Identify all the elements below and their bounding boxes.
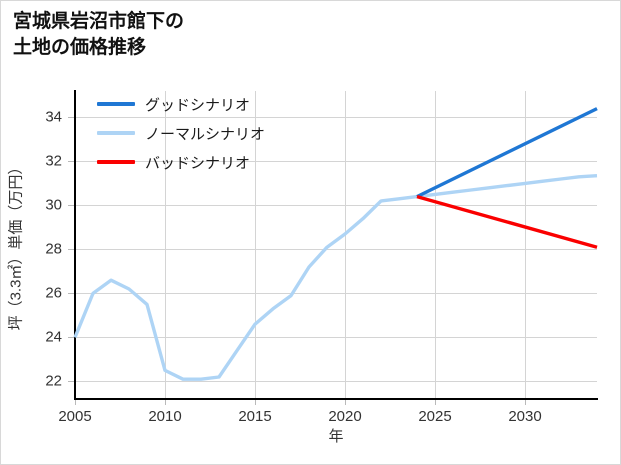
legend-swatch-icon xyxy=(97,102,135,106)
x-tick-mark xyxy=(75,400,76,405)
y-tick-label: 26 xyxy=(45,284,62,302)
gridline-horizontal xyxy=(75,117,597,119)
y-tick-label: 30 xyxy=(45,196,62,214)
legend-label: バッドシナリオ xyxy=(145,154,251,172)
y-tick-label: 22 xyxy=(45,372,62,390)
legend-item[interactable]: グッドシナリオ xyxy=(97,96,265,114)
plot-background xyxy=(75,91,597,399)
legend-item[interactable]: ノーマルシナリオ xyxy=(97,125,266,143)
gridline-vertical xyxy=(435,91,436,399)
x-tick-label: 2015 xyxy=(238,408,272,425)
series-line xyxy=(416,194,598,249)
chart-lines xyxy=(73,107,598,381)
x-tick-mark xyxy=(525,400,526,405)
gridline-horizontal xyxy=(75,337,597,339)
gridline-horizontal xyxy=(75,249,597,251)
x-tick-mark xyxy=(345,400,346,405)
legend-item[interactable]: バッドシナリオ xyxy=(97,154,265,172)
y-tick-mark xyxy=(68,161,74,163)
plot-area: 22 24 26 28 30 32 34 2005 2010 2015 2020 2025 2030 xyxy=(45,90,598,425)
y-tick-mark xyxy=(68,337,74,339)
legend-label: ノーマルシナリオ xyxy=(145,125,266,143)
gridline-horizontal xyxy=(75,205,597,207)
x-tick-label: 2010 xyxy=(148,408,182,425)
x-axis-title: 年 xyxy=(328,428,344,445)
legend-swatch-icon xyxy=(97,160,135,164)
gridline-vertical xyxy=(165,91,166,399)
x-tick-label: 2020 xyxy=(328,408,362,425)
y-tick-mark xyxy=(68,381,74,383)
y-axis-spine xyxy=(74,90,76,400)
gridline-vertical xyxy=(345,91,346,399)
page-title: 宮城県岩沼市館下の 土地の価格推移 xyxy=(13,11,185,58)
legend-swatch-icon xyxy=(97,131,135,135)
y-tick-mark xyxy=(68,249,74,251)
x-tick-mark xyxy=(255,400,256,405)
x-tick-label: 2025 xyxy=(418,408,452,425)
y-tick-mark xyxy=(68,205,74,207)
gridline-vertical xyxy=(525,91,526,399)
gridline-vertical xyxy=(255,91,256,399)
series-line xyxy=(73,174,598,381)
x-tick-label: 2030 xyxy=(508,408,542,425)
y-tick-label: 32 xyxy=(45,152,62,170)
gridline-horizontal xyxy=(75,381,597,383)
x-tick-mark xyxy=(435,400,436,405)
x-axis-spine xyxy=(74,398,598,400)
legend-label: グッドシナリオ xyxy=(145,96,251,114)
gridline-horizontal xyxy=(75,161,597,163)
chart-legend: グッドシナリオ ノーマルシナリオ バッドシナリオ xyxy=(97,96,266,172)
y-tick-label: 34 xyxy=(45,108,62,126)
y-tick-mark xyxy=(68,293,74,295)
x-tick-mark xyxy=(165,400,166,405)
y-tick-mark xyxy=(68,117,74,119)
y-axis-title: 坪（3.3㎡）単価（万円） xyxy=(7,159,25,331)
y-tick-label: 24 xyxy=(45,328,62,346)
series-line xyxy=(416,107,598,199)
x-tick-label: 2005 xyxy=(58,408,92,425)
gridline-horizontal xyxy=(75,293,597,295)
y-tick-label: 28 xyxy=(45,240,62,258)
